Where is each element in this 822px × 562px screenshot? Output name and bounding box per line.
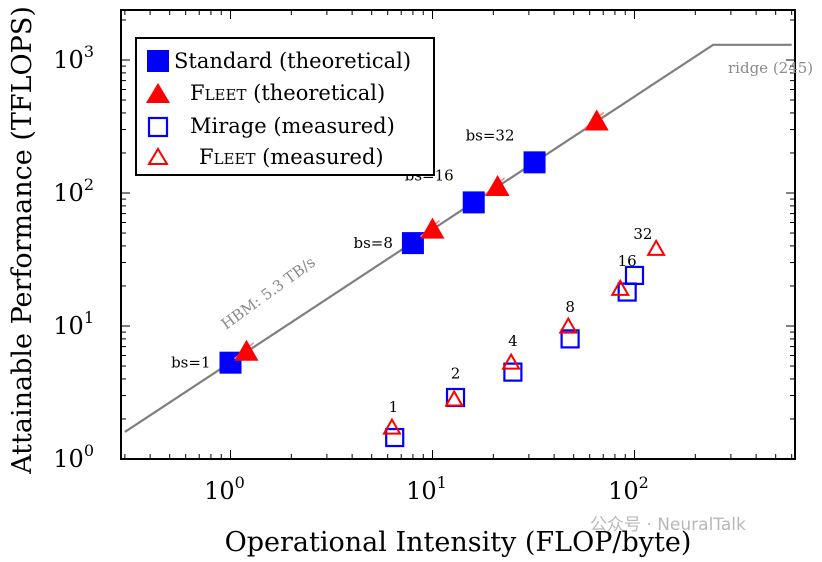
- roofline: [124, 43, 792, 433]
- roofline-path: [124, 43, 792, 433]
- watermark: 公众号 · NeuralTalk: [590, 515, 746, 535]
- point-mirage-measured: [560, 329, 580, 349]
- point-fleet-measured: [610, 278, 630, 296]
- point-standard-theoretical: [401, 232, 424, 255]
- legend-label-fleet-theoretical: FLEET (theoretical): [190, 81, 385, 105]
- x-tick-label: 101: [406, 473, 447, 505]
- point-fleet-measured: [501, 352, 521, 370]
- legend-marker-standard: [147, 50, 169, 72]
- slope-label: HBM: 5.3 TB/s: [218, 253, 319, 333]
- point-fleet-theoretical: [485, 174, 510, 196]
- y-tick-label: 103: [53, 42, 94, 74]
- ridge-label: ridge (245): [728, 59, 813, 77]
- point-standard-theoretical: [462, 191, 485, 214]
- data-markers: [219, 109, 666, 448]
- batch-size-label: 4: [508, 332, 518, 350]
- batch-size-label: bs=1: [171, 354, 210, 372]
- x-axis-label: Operational Intensity (FLOP/byte): [225, 527, 692, 558]
- y-axis-label: Attainable Performance (TFLOPS): [7, 6, 38, 475]
- batch-size-label: bs=32: [466, 126, 515, 144]
- point-mirage-measured: [385, 427, 405, 448]
- point-fleet-measured: [382, 417, 402, 435]
- legend-marker-fleet-measured: [147, 147, 169, 165]
- point-standard-theoretical: [523, 151, 546, 174]
- plot-frame: [120, 9, 796, 460]
- point-fleet-measured: [646, 238, 666, 256]
- legend-marker-mirage: [147, 116, 169, 138]
- batch-size-label: 32: [633, 225, 652, 243]
- legend-label-mirage: Mirage (measured): [190, 114, 395, 138]
- tick-labels: 100 101 102 100 101 102 103: [53, 42, 649, 505]
- legend-box: [135, 37, 435, 176]
- point-fleet-theoretical: [420, 217, 445, 239]
- batch-size-label: 16: [618, 252, 637, 270]
- point-fleet-measured: [444, 389, 464, 407]
- point-fleet-theoretical: [584, 109, 609, 131]
- point-fleet-theoretical: [234, 339, 259, 361]
- batch-size-label: 2: [451, 365, 461, 383]
- y-tick-label: 101: [53, 308, 94, 340]
- x-tick-label: 102: [608, 473, 649, 505]
- point-fleet-measured: [558, 316, 578, 334]
- legend-marker-fleet-theoretical: [146, 83, 170, 103]
- x-tick-label: 100: [204, 473, 245, 505]
- point-mirage-measured: [503, 362, 523, 382]
- legend: Standard (theoretical) FLEET (theoretica…: [135, 37, 435, 176]
- legend-label-fleet-measured: FLEET (measured): [199, 145, 384, 169]
- point-mirage-measured: [624, 265, 645, 286]
- y-tick-label: 102: [53, 175, 94, 207]
- batch-size-label: 1: [389, 398, 399, 416]
- legend-label-standard: Standard (theoretical): [174, 49, 411, 73]
- batch-size-label: bs=8: [354, 234, 393, 252]
- y-tick-label: 100: [53, 441, 94, 473]
- batch-size-label: 8: [565, 298, 575, 316]
